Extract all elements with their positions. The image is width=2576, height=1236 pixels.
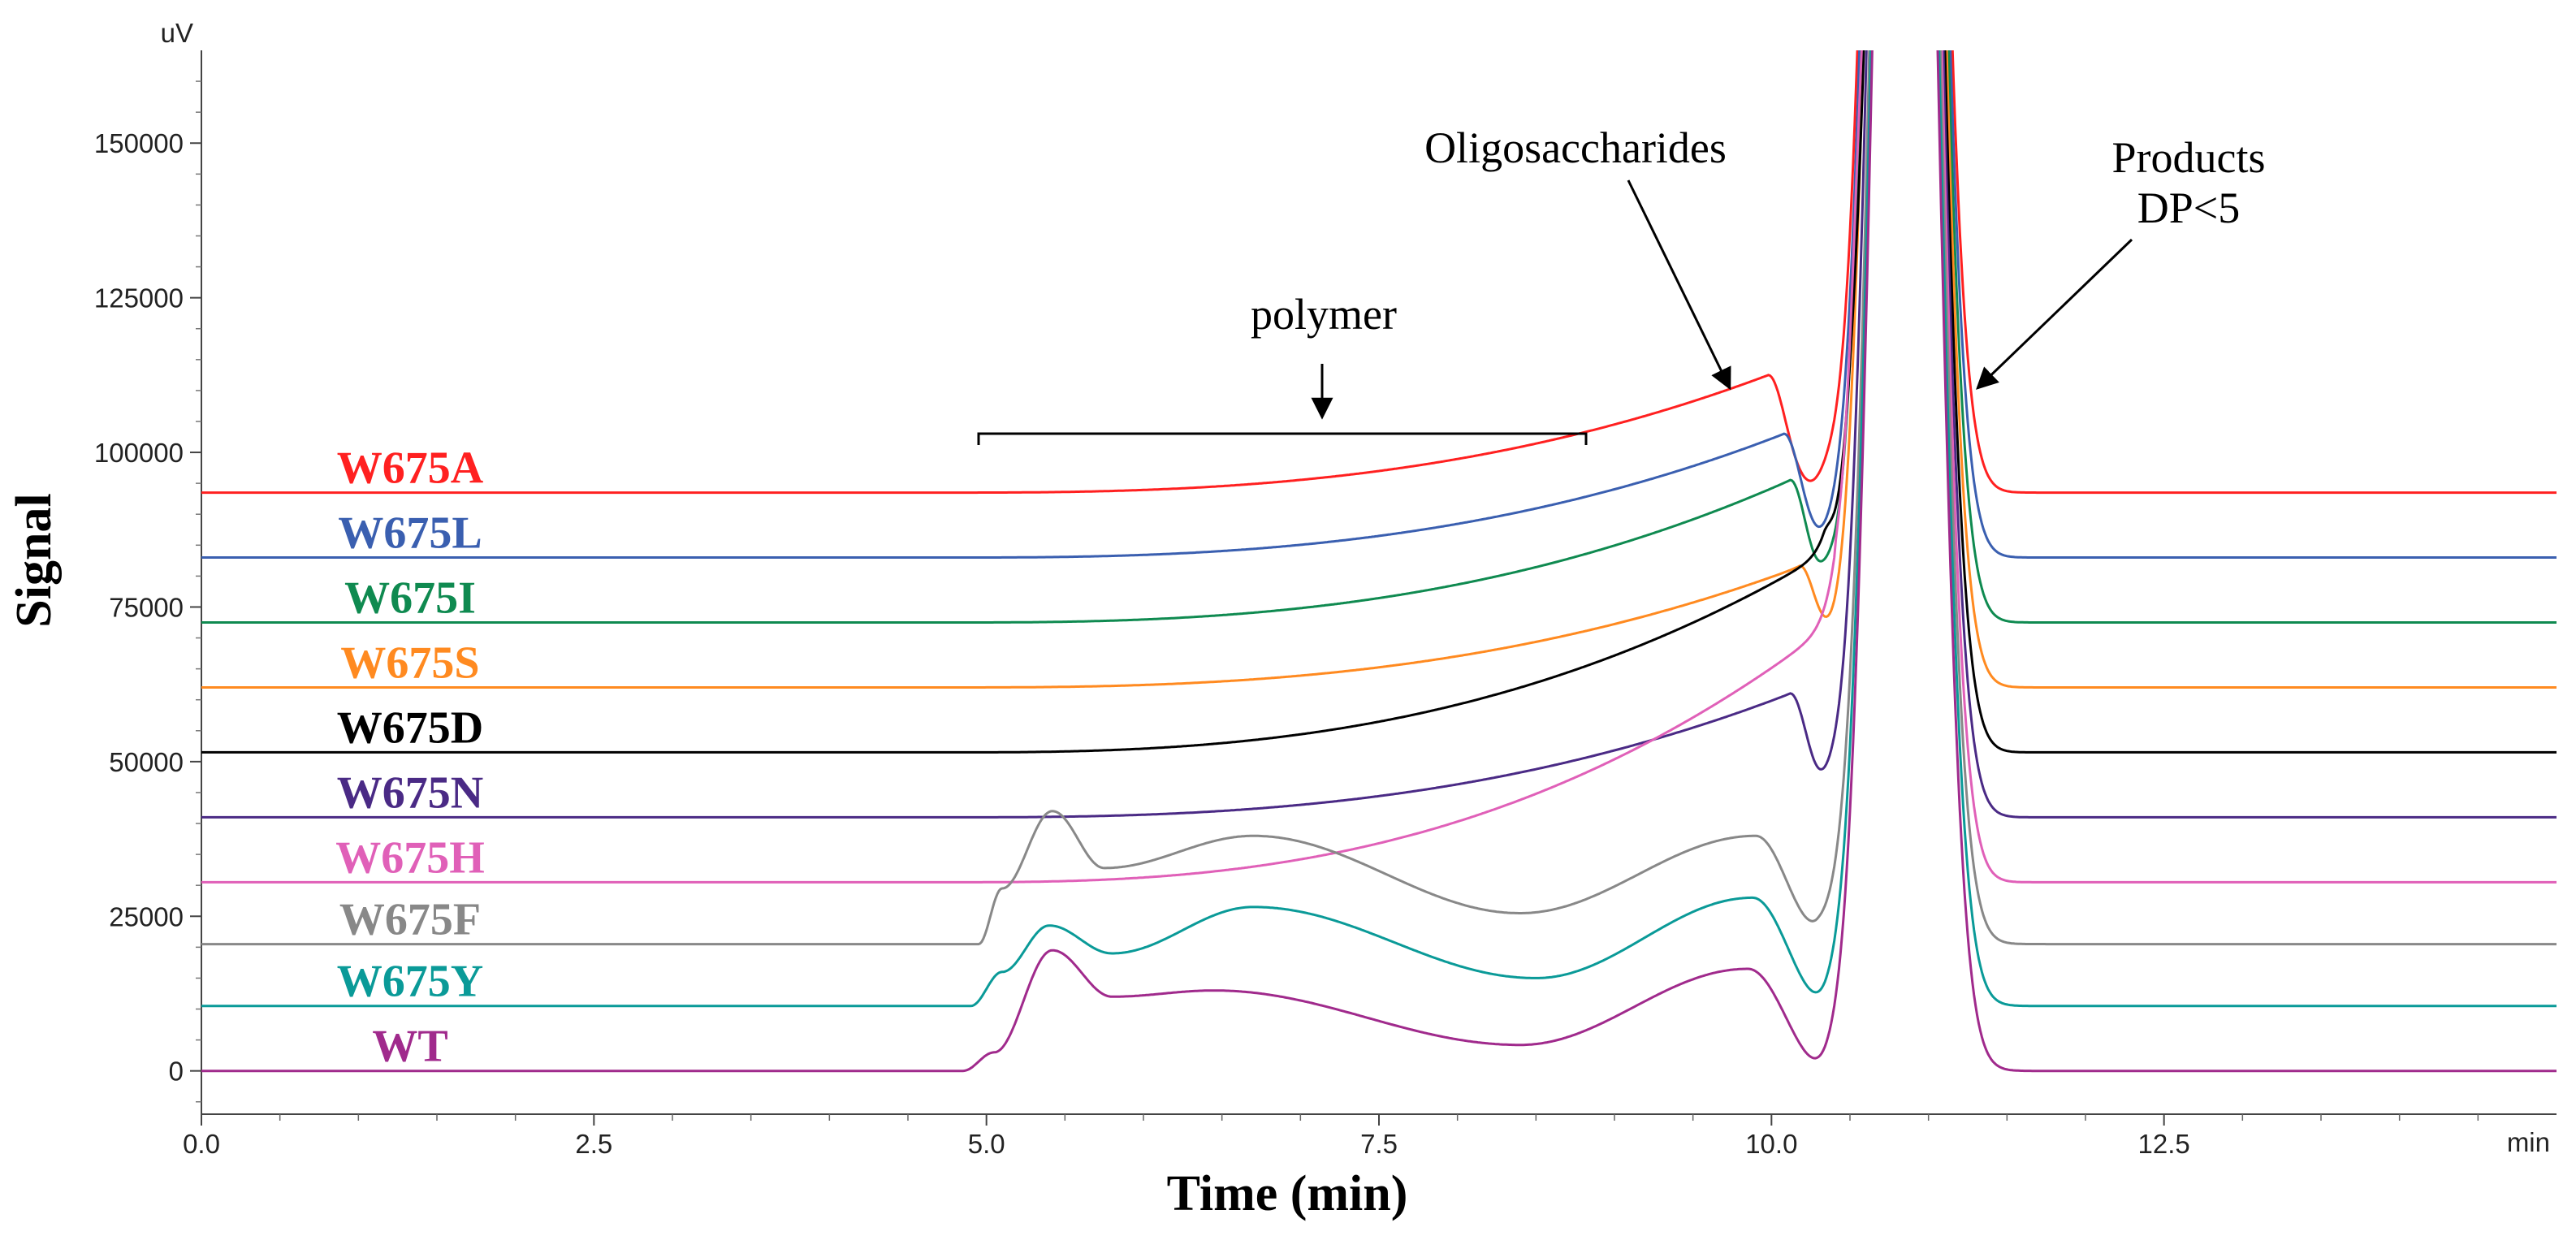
polymer-label: polymer bbox=[1251, 290, 1397, 339]
y-tick-label: 150000 bbox=[94, 128, 184, 158]
series-label-w675i: W675I bbox=[344, 573, 476, 624]
series-label-w675l: W675L bbox=[338, 508, 482, 559]
y-unit-label: uV bbox=[161, 18, 193, 48]
y-tick-label: 75000 bbox=[109, 592, 184, 622]
chromatogram-chart: 0.0 2.5 5.0 7.5 10.0 12.5 0 25000 50000 75000 1000… bbox=[0, 0, 2576, 1236]
products-label-line2: DP<5 bbox=[2137, 184, 2240, 232]
y-tick-label: 50000 bbox=[109, 747, 184, 777]
oligosaccharides-label: Oligosaccharides bbox=[1424, 123, 1727, 172]
series-label-w675h: W675H bbox=[335, 832, 485, 883]
x-tick-label: 5.0 bbox=[968, 1129, 1005, 1159]
y-tick-label: 125000 bbox=[94, 283, 184, 313]
x-tick-label: 12.5 bbox=[2138, 1129, 2190, 1159]
series-line-w675d bbox=[201, 0, 2557, 752]
x-tick-label: 2.5 bbox=[575, 1129, 612, 1159]
x-axis-title: Time (min) bbox=[1167, 1166, 1408, 1221]
series-line-w675s bbox=[201, 0, 2557, 688]
oligosaccharides-annotation: Oligosaccharides bbox=[1424, 123, 1730, 388]
polymer-bracket bbox=[979, 434, 1586, 445]
products-arrow bbox=[1977, 240, 2132, 388]
series-line-w675a bbox=[201, 0, 2557, 493]
y-axis-title: Signal bbox=[6, 493, 62, 627]
series-label-w675n: W675N bbox=[337, 767, 483, 818]
y-tick-label: 0 bbox=[169, 1057, 184, 1087]
y-tick-label: 25000 bbox=[109, 901, 184, 931]
series-label-w675y: W675Y bbox=[337, 957, 483, 1007]
series-label-w675a: W675A bbox=[337, 443, 484, 494]
products-label-line1: Products bbox=[2112, 133, 2266, 182]
y-tick-label: 100000 bbox=[94, 438, 184, 468]
series-label-w675f: W675F bbox=[339, 895, 481, 945]
polymer-annotation: polymer bbox=[979, 290, 1586, 445]
x-tick-label: 7.5 bbox=[1360, 1129, 1398, 1159]
x-unit-label: min bbox=[2507, 1127, 2550, 1157]
series-label-w675s: W675S bbox=[340, 637, 479, 688]
series-label-wt: WT bbox=[372, 1022, 447, 1072]
products-annotation: Products DP<5 bbox=[1977, 133, 2266, 388]
series-label-w675d: W675D bbox=[337, 702, 483, 753]
x-tick-label: 10.0 bbox=[1745, 1129, 1797, 1159]
x-tick-label: 0.0 bbox=[183, 1129, 220, 1159]
series-labels: W675A W675L W675I W675S W675D W675N W675H W675F… bbox=[335, 443, 485, 1072]
series-line-w675l bbox=[201, 0, 2557, 558]
oligosaccharides-arrow bbox=[1628, 180, 1730, 388]
series-line-w675n bbox=[201, 0, 2557, 817]
series-line-w675h bbox=[201, 0, 2557, 882]
